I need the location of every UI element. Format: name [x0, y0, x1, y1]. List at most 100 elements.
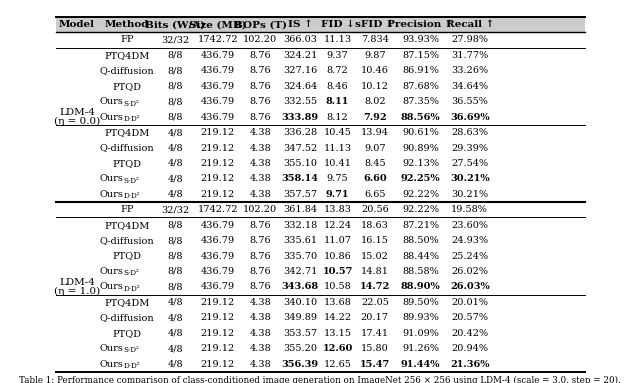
- Text: 327.16: 327.16: [283, 66, 317, 75]
- Text: 9.87: 9.87: [364, 51, 386, 60]
- Text: 6.65: 6.65: [364, 190, 386, 199]
- Text: 20.94%: 20.94%: [451, 344, 488, 353]
- Text: 436.79: 436.79: [201, 82, 235, 91]
- Text: PTQ4DM: PTQ4DM: [104, 298, 150, 307]
- Text: LDM-4: LDM-4: [59, 108, 95, 117]
- Text: 8.76: 8.76: [250, 267, 271, 276]
- Text: 89.50%: 89.50%: [403, 298, 439, 307]
- Text: 361.84: 361.84: [284, 205, 317, 214]
- Text: 32/32: 32/32: [161, 205, 189, 214]
- Text: 8.76: 8.76: [250, 51, 271, 60]
- Text: 102.20: 102.20: [243, 205, 277, 214]
- Text: 357.57: 357.57: [284, 190, 317, 199]
- Text: Model: Model: [59, 20, 95, 29]
- Text: 92.22%: 92.22%: [402, 190, 439, 199]
- Text: 333.89: 333.89: [282, 113, 319, 122]
- Text: 343.68: 343.68: [282, 282, 319, 291]
- Text: 349.89: 349.89: [284, 313, 317, 322]
- Text: PTQD: PTQD: [113, 82, 141, 91]
- Text: 21.36%: 21.36%: [450, 360, 490, 368]
- Text: 91.09%: 91.09%: [403, 329, 439, 338]
- Text: 90.89%: 90.89%: [403, 144, 439, 152]
- Text: 4/8: 4/8: [167, 344, 183, 353]
- Text: Ours: Ours: [99, 282, 123, 291]
- Text: 335.70: 335.70: [284, 252, 317, 260]
- Text: 324.21: 324.21: [283, 51, 317, 60]
- Text: 9.37: 9.37: [326, 51, 348, 60]
- Text: 219.12: 219.12: [200, 190, 235, 199]
- Text: FP: FP: [120, 205, 134, 214]
- Text: 355.10: 355.10: [284, 159, 317, 168]
- Text: 9.71: 9.71: [326, 190, 349, 199]
- Text: S·D²: S·D²: [124, 347, 140, 354]
- Text: 8.11: 8.11: [326, 97, 349, 106]
- Text: 17.41: 17.41: [361, 329, 389, 338]
- Text: 436.79: 436.79: [201, 282, 235, 291]
- Text: 6.60: 6.60: [363, 174, 387, 183]
- Text: 340.10: 340.10: [284, 298, 317, 307]
- Text: D·D²: D·D²: [124, 285, 140, 293]
- Text: 4.38: 4.38: [250, 298, 271, 307]
- Text: 89.93%: 89.93%: [403, 313, 439, 322]
- Text: 436.79: 436.79: [201, 66, 235, 75]
- Text: 219.12: 219.12: [200, 144, 235, 152]
- Text: IS ↑: IS ↑: [288, 20, 313, 29]
- Text: 8/8: 8/8: [167, 252, 183, 260]
- Text: 23.60%: 23.60%: [451, 221, 488, 230]
- Text: 93.93%: 93.93%: [402, 36, 439, 44]
- Text: 15.02: 15.02: [361, 252, 389, 260]
- Text: 4/8: 4/8: [167, 313, 183, 322]
- Text: 36.69%: 36.69%: [450, 113, 490, 122]
- Text: Q-diffusion: Q-diffusion: [100, 144, 154, 152]
- Text: D·D²: D·D²: [124, 192, 140, 200]
- Text: 4.38: 4.38: [250, 159, 271, 168]
- Text: 32/32: 32/32: [161, 36, 189, 44]
- Text: 16.15: 16.15: [361, 236, 389, 245]
- Text: 4.38: 4.38: [250, 329, 271, 338]
- Text: 436.79: 436.79: [201, 221, 235, 230]
- Text: Table 1: Performance comparison of class-conditioned image generation on ImageNe: Table 1: Performance comparison of class…: [19, 376, 621, 383]
- Text: (η = 1.0): (η = 1.0): [54, 287, 100, 296]
- Text: 4/8: 4/8: [167, 174, 183, 183]
- Text: 436.79: 436.79: [201, 97, 235, 106]
- Text: 219.12: 219.12: [200, 159, 235, 168]
- Text: 91.44%: 91.44%: [401, 360, 440, 368]
- Text: 4.38: 4.38: [250, 174, 271, 183]
- Text: 26.03%: 26.03%: [450, 282, 490, 291]
- Text: Q-diffusion: Q-diffusion: [100, 313, 154, 322]
- Text: 10.12: 10.12: [361, 82, 389, 91]
- Text: FP: FP: [120, 36, 134, 44]
- Text: 20.01%: 20.01%: [451, 298, 488, 307]
- Text: 13.68: 13.68: [324, 298, 351, 307]
- Text: 332.55: 332.55: [284, 97, 317, 106]
- Text: PTQD: PTQD: [113, 252, 141, 260]
- Text: 8.76: 8.76: [250, 236, 271, 245]
- Text: S·D²: S·D²: [124, 269, 140, 277]
- Text: 13.83: 13.83: [324, 205, 351, 214]
- Text: 30.21%: 30.21%: [450, 174, 490, 183]
- Text: 87.68%: 87.68%: [403, 82, 439, 91]
- Text: 4/8: 4/8: [167, 159, 183, 168]
- Text: 4.38: 4.38: [250, 128, 271, 137]
- Text: Ours: Ours: [99, 190, 123, 199]
- Text: S·D²: S·D²: [124, 100, 140, 108]
- Text: 12.65: 12.65: [324, 360, 351, 368]
- Text: 7.92: 7.92: [363, 113, 387, 122]
- Text: 88.58%: 88.58%: [403, 267, 439, 276]
- Text: Q-diffusion: Q-diffusion: [100, 66, 154, 75]
- Text: 8/8: 8/8: [167, 113, 183, 122]
- Text: 436.79: 436.79: [201, 51, 235, 60]
- Text: 87.21%: 87.21%: [402, 221, 439, 230]
- Text: 356.39: 356.39: [282, 360, 319, 368]
- Text: 30.21%: 30.21%: [451, 190, 488, 199]
- Text: Method: Method: [105, 20, 149, 29]
- Text: BOPs (T): BOPs (T): [234, 20, 287, 29]
- Text: 219.12: 219.12: [200, 344, 235, 353]
- Text: 1742.72: 1742.72: [197, 205, 238, 214]
- Text: Ours: Ours: [99, 174, 123, 183]
- Text: 9.07: 9.07: [364, 144, 386, 152]
- Text: Size (MB): Size (MB): [189, 20, 246, 29]
- Text: 20.56: 20.56: [361, 205, 388, 214]
- Text: Ours: Ours: [99, 267, 123, 276]
- Text: 10.86: 10.86: [324, 252, 351, 260]
